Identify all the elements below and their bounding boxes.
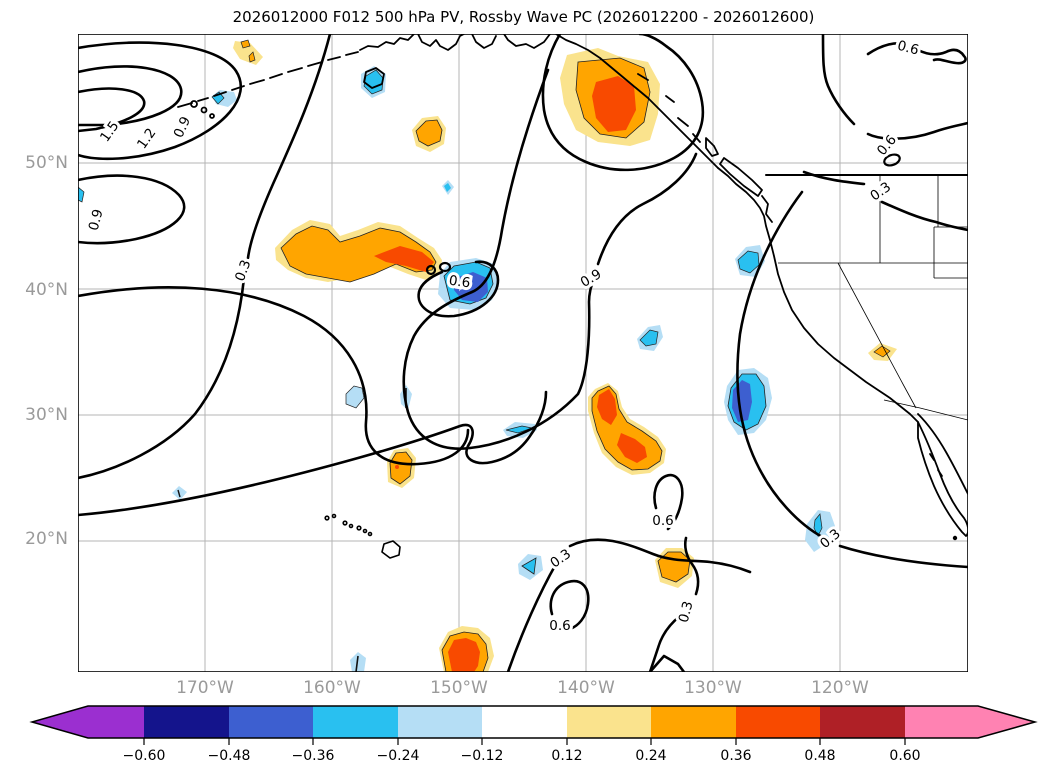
- x-tick-130w: 130°W: [684, 678, 742, 698]
- pv-anomaly-positive: [374, 246, 434, 272]
- contour-label: 0.9: [86, 208, 107, 233]
- puget-sound: [761, 195, 773, 223]
- pv-anomaly-negative: [177, 489, 181, 498]
- positive-anomaly-shading: [233, 39, 897, 672]
- contour-label: 0.3: [867, 179, 894, 204]
- x-tick-150w: 150°W: [430, 678, 488, 698]
- pv-anomaly-negative: [363, 69, 384, 95]
- colorbar-segment: [651, 706, 736, 738]
- x-tick-170w: 170°W: [176, 678, 234, 698]
- pv-anomaly-negative: [444, 183, 451, 192]
- colorbar-tick-label: 0.48: [804, 748, 835, 764]
- pv-anomaly-negative: [345, 385, 365, 409]
- contour-label: 0.6: [549, 618, 570, 634]
- haida-gwaii: [705, 137, 719, 157]
- pv-contour-lines: [78, 34, 968, 672]
- colorbar-segment: [736, 706, 820, 738]
- contour-label: 0.9: [171, 114, 195, 140]
- contour-labels: 1.5 1.2 0.9 0.9 0.3 0.6 0.9 0.6 0.6 0.3 …: [83, 35, 924, 637]
- colorbar-tick-label: −0.36: [292, 748, 335, 764]
- colorbar-segment: [229, 706, 313, 738]
- colorbar-over-arrow: [905, 706, 1035, 738]
- y-tick-40n: 40°N: [25, 280, 68, 300]
- colorbar-tick-label: 0.60: [889, 748, 920, 764]
- pv-anomaly-positive: [617, 433, 647, 463]
- alaska-coast: [359, 34, 415, 51]
- pv-anomaly-positive: [592, 76, 636, 132]
- colorbar-segment: [398, 706, 482, 738]
- hawaiian-islands: [324, 513, 401, 559]
- contour-label: 0.3: [547, 546, 574, 571]
- state-borders: [778, 175, 968, 421]
- colorbar-tick-label: −0.48: [208, 748, 251, 764]
- island-dot: [952, 535, 958, 541]
- colorbar-tick-label: 0.36: [720, 748, 751, 764]
- se-alaska-islands: [637, 73, 701, 143]
- gulf-islands: [929, 453, 943, 477]
- vancouver-island: [719, 157, 763, 197]
- x-tick-120w: 120°W: [811, 678, 869, 698]
- pv-anomaly-negative: [78, 186, 85, 203]
- pv-anomaly-negative: [454, 272, 488, 302]
- pv-anomaly-negative: [355, 655, 359, 672]
- coastlines: [177, 34, 968, 559]
- alaska-coast: [417, 34, 551, 51]
- colorbar-tick-label: −0.12: [461, 748, 504, 764]
- pv-anomaly-positive: [240, 39, 251, 49]
- pv-anomaly-positive: [415, 119, 443, 147]
- colorbar-tick-label: 0.24: [635, 748, 666, 764]
- contour-label: 0.3: [676, 600, 697, 625]
- colorbar: −0.60 −0.48 −0.36 −0.24 −0.12 0.12 0.24 …: [29, 705, 1038, 764]
- pv-anomaly-positive: [873, 345, 891, 358]
- pv-anomaly-negative: [639, 329, 659, 347]
- colorbar-tick-label: −0.60: [123, 748, 166, 764]
- contour-label: 0.6: [448, 273, 472, 292]
- contour-label: 0.3: [232, 258, 254, 284]
- contour-label: 1.2: [134, 125, 159, 152]
- y-tick-50n: 50°N: [25, 153, 68, 173]
- pv-anomaly-positive: [280, 225, 437, 283]
- y-tick-30n: 30°N: [25, 405, 68, 425]
- pv-anomaly-positive: [597, 389, 617, 425]
- pv-anomaly-positive: [389, 451, 413, 485]
- colorbar-segment: [820, 706, 905, 738]
- colorbar-segment: [144, 706, 229, 738]
- chart-title: 2026012000 F012 500 hPa PV, Rossby Wave …: [232, 8, 815, 26]
- pv-anomaly-positive: [248, 51, 256, 63]
- mexico-mainland-coast: [917, 413, 968, 495]
- contour-label: 0.9: [578, 266, 605, 291]
- contour-label: 0.6: [652, 513, 673, 529]
- colorbar-ticks: [143, 738, 906, 745]
- map-canvas: 1.5 1.2 0.9 0.9 0.3 0.6 0.9 0.6 0.6 0.3 …: [78, 34, 968, 672]
- pv-anomaly-negative: [813, 513, 823, 537]
- contour-label: 0.6: [896, 38, 921, 59]
- colorbar-tick-label: 0.12: [551, 748, 582, 764]
- colorbar-segment: [482, 706, 567, 738]
- y-tick-20n: 20°N: [25, 529, 68, 549]
- kodiak-island: [363, 67, 385, 89]
- pv-anomaly-positive: [448, 638, 480, 672]
- pv-anomaly-negative: [521, 557, 537, 575]
- colorbar-outline: [29, 705, 1038, 739]
- alaska-se-coast: [555, 34, 719, 169]
- map-plot-area: 1.5 1.2 0.9 0.9 0.3 0.6 0.9 0.6 0.6 0.3 …: [78, 34, 968, 672]
- colorbar-segment: [567, 706, 651, 738]
- colorbar-under-arrow: [32, 706, 144, 738]
- colorbar-segment: [313, 706, 398, 738]
- bc-wa-or-ca-coast: [717, 167, 919, 423]
- aleutian-islands: [177, 51, 359, 108]
- negative-anomaly-shading: [78, 66, 835, 672]
- colorbar-tick-label: −0.24: [377, 748, 420, 764]
- x-tick-160w: 160°W: [303, 678, 361, 698]
- pv-anomaly-positive: [233, 41, 263, 65]
- x-tick-140w: 140°W: [557, 678, 615, 698]
- pv-anomaly-positive: [395, 465, 399, 469]
